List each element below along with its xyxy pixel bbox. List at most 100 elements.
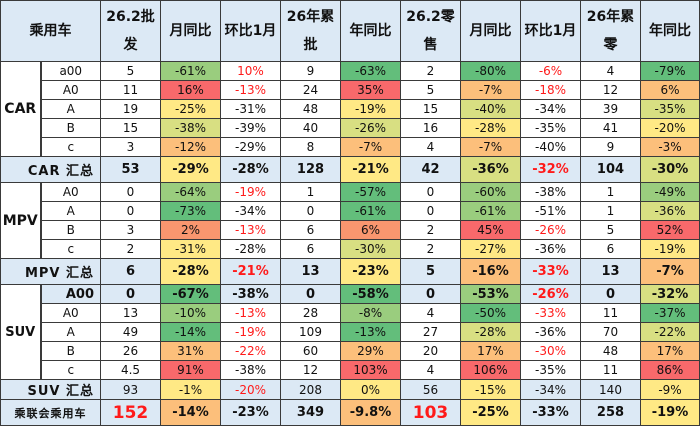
data-cell: 29% xyxy=(340,341,401,361)
table-row: A 19 -25% -31% 48 -19% 15 -40% -34% 39 -35% xyxy=(1,99,700,119)
segment-label: A xyxy=(40,99,101,119)
data-cell: 16% xyxy=(160,80,221,100)
data-cell: -13% xyxy=(220,220,281,240)
data-cell: -73% xyxy=(160,201,221,221)
data-cell: -7% xyxy=(460,137,521,157)
data-cell: -16% xyxy=(460,258,521,285)
header-row: 乘用车 26.2批发 月同比 环比1月 26年累批 年同比 26.2零售 月同比… xyxy=(0,0,700,62)
data-cell: 2 xyxy=(400,220,461,240)
data-cell: -28% xyxy=(460,118,521,138)
data-cell: 11 xyxy=(100,80,161,100)
data-cell: 0 xyxy=(100,182,161,202)
segment-label: A xyxy=(40,322,101,342)
header-feb-retail: 26.2零售 xyxy=(400,0,461,62)
data-cell: -9.8% xyxy=(340,399,401,426)
data-cell: 70 xyxy=(580,322,641,342)
data-cell: -25% xyxy=(160,99,221,119)
table-row: c 4.5 91% -38% 12 103% 4 106% -35% 11 86% xyxy=(1,360,700,380)
data-cell: -28% xyxy=(460,322,521,342)
header-ytd-wholesale: 26年累批 xyxy=(280,0,341,62)
data-cell: -28% xyxy=(220,239,281,259)
header-retail-mom-yoy: 月同比 xyxy=(460,0,521,62)
data-cell: 6 xyxy=(280,220,341,240)
data-cell: -27% xyxy=(460,239,521,259)
data-cell: 6 xyxy=(100,258,161,285)
data-cell: -13% xyxy=(220,303,281,323)
data-cell: -19% xyxy=(640,239,700,259)
data-cell: 41 xyxy=(580,118,641,138)
data-cell: 49 xyxy=(100,322,161,342)
summary-label: 乘联会乘用车 xyxy=(0,399,101,426)
data-cell: -58% xyxy=(340,284,401,304)
category-suv: SUV xyxy=(0,284,42,380)
data-cell: 17% xyxy=(640,341,700,361)
data-cell: -13% xyxy=(220,80,281,100)
data-cell: 4 xyxy=(400,303,461,323)
data-cell: -19% xyxy=(640,399,700,426)
data-cell: -1% xyxy=(160,379,221,400)
table-row: A0 11 16% -13% 24 35% 5 -7% -18% 12 6% xyxy=(1,80,700,100)
header-retail-vs-jan: 环比1月 xyxy=(520,0,581,62)
data-cell: -40% xyxy=(460,99,521,119)
segment-label: c xyxy=(40,239,101,259)
data-cell: 0% xyxy=(340,379,401,400)
data-cell: -7% xyxy=(460,80,521,100)
table-row: B 26 31% -22% 60 29% 20 17% -30% 48 17% xyxy=(1,341,700,361)
data-cell: -19% xyxy=(220,322,281,342)
data-cell: -33% xyxy=(520,258,581,285)
data-cell: -23% xyxy=(220,399,281,426)
data-cell: -3% xyxy=(640,137,700,157)
data-cell: 109 xyxy=(280,322,341,342)
data-cell: -13% xyxy=(340,322,401,342)
data-cell: 13 xyxy=(280,258,341,285)
header-retail-ytd-yoy: 年同比 xyxy=(640,0,700,62)
data-cell: 11 xyxy=(580,303,641,323)
segment-label: B xyxy=(40,341,101,361)
data-cell: 45% xyxy=(460,220,521,240)
header-feb-wholesale: 26.2批发 xyxy=(100,0,161,62)
data-cell: 42 xyxy=(400,156,461,183)
data-cell: 15 xyxy=(100,118,161,138)
data-cell: -57% xyxy=(340,182,401,202)
table-row: MPV A0 0 -64% -19% 1 -57% 0 -60% -38% 1 -49% xyxy=(0,182,700,259)
data-cell: 48 xyxy=(580,341,641,361)
data-cell: 16 xyxy=(400,118,461,138)
data-cell: -6% xyxy=(520,61,581,81)
data-cell: -61% xyxy=(460,201,521,221)
data-cell: -26% xyxy=(340,118,401,138)
data-cell: -25% xyxy=(460,399,521,426)
segment-label: A0 xyxy=(40,80,101,100)
data-cell: -32% xyxy=(520,156,581,183)
data-cell: -36% xyxy=(460,156,521,183)
summary-label: SUV 汇总 xyxy=(0,379,101,400)
data-cell: 1 xyxy=(580,182,641,202)
header-wholesale-mom-yoy: 月同比 xyxy=(160,0,221,62)
table-row: A 49 -14% -19% 109 -13% 27 -28% -36% 70 -22% xyxy=(1,322,700,342)
category-car: CAR xyxy=(0,61,42,157)
data-cell: -35% xyxy=(520,118,581,138)
data-cell: -33% xyxy=(520,399,581,426)
data-cell: 15 xyxy=(400,99,461,119)
category-mpv: MPV xyxy=(0,182,42,259)
data-cell: 26 xyxy=(100,341,161,361)
data-cell: -50% xyxy=(460,303,521,323)
data-cell: -36% xyxy=(520,239,581,259)
data-cell: -19% xyxy=(220,182,281,202)
data-cell: -80% xyxy=(460,61,521,81)
data-cell: 13 xyxy=(580,258,641,285)
data-cell: 4.5 xyxy=(100,360,161,380)
data-cell: 1 xyxy=(580,201,641,221)
data-cell: 6 xyxy=(580,239,641,259)
data-cell: -30% xyxy=(640,156,700,183)
data-cell: 0 xyxy=(280,201,341,221)
data-cell: -7% xyxy=(640,258,700,285)
data-cell: -53% xyxy=(460,284,521,304)
data-cell: 27 xyxy=(400,322,461,342)
data-cell: 28 xyxy=(280,303,341,323)
data-cell: 208 xyxy=(280,379,341,400)
data-cell: -51% xyxy=(520,201,581,221)
data-cell: 10% xyxy=(220,61,281,81)
summary-row: 乘联会乘用车 152 -14% -23% 349 -9.8% 103 -25% -33% 258-… xyxy=(0,399,700,426)
data-cell: -23% xyxy=(340,258,401,285)
data-cell: 4 xyxy=(400,360,461,380)
